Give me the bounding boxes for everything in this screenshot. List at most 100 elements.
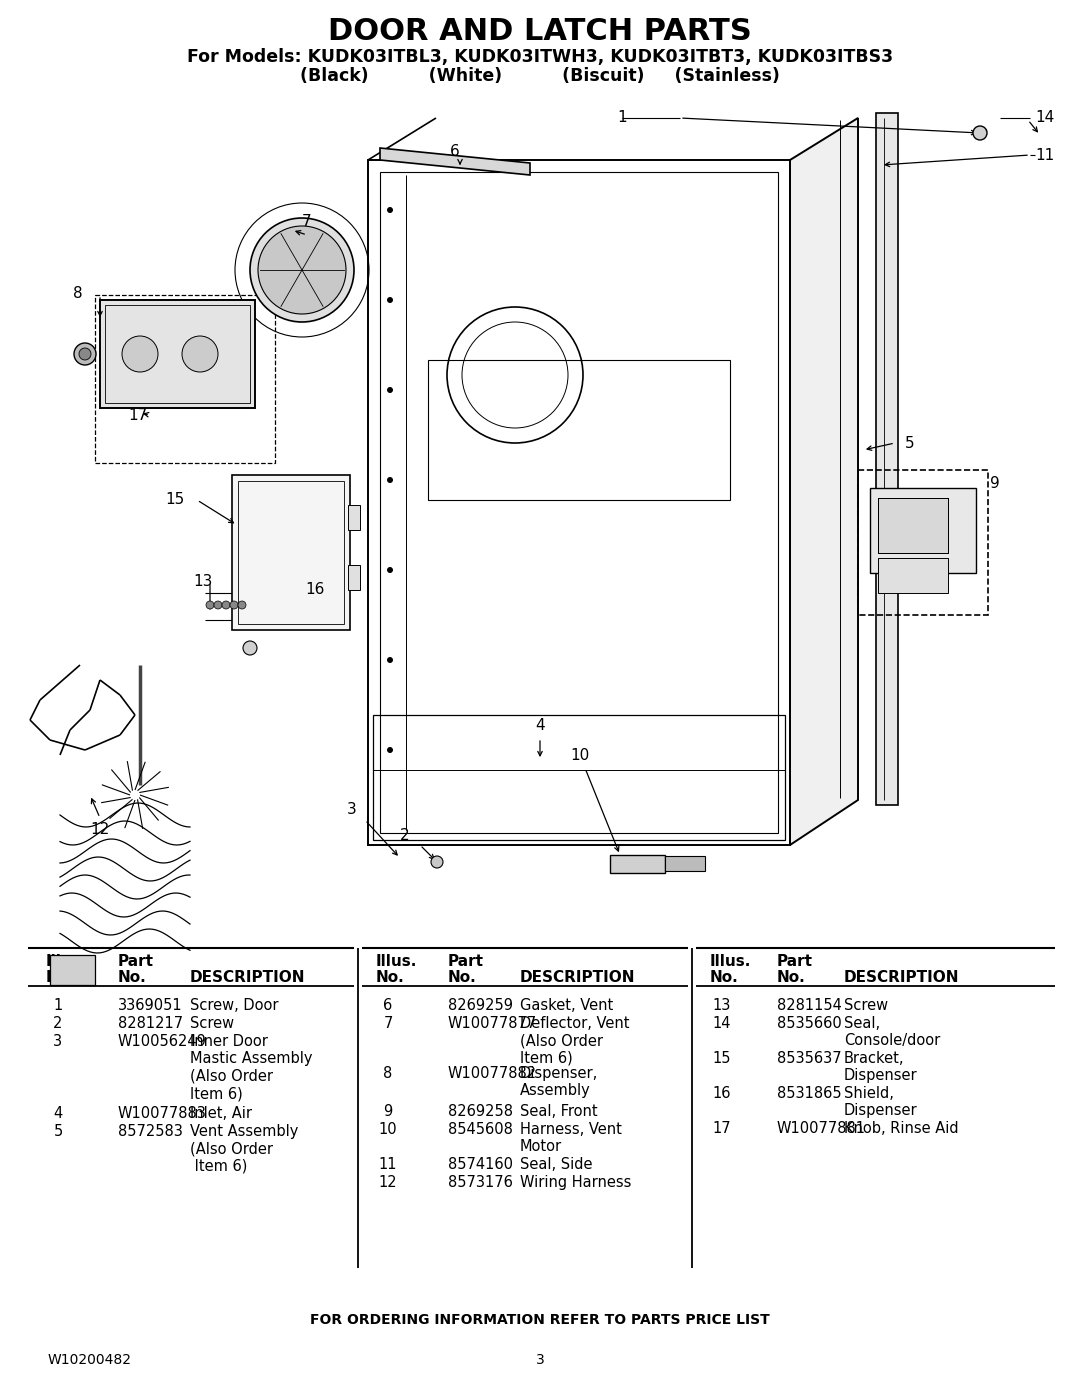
Text: 6: 6 (383, 997, 393, 1013)
Text: Seal,
Console/door: Seal, Console/door (843, 1016, 941, 1048)
Text: 8: 8 (73, 285, 83, 300)
Text: FOR ORDERING INFORMATION REFER TO PARTS PRICE LIST: FOR ORDERING INFORMATION REFER TO PARTS … (310, 1313, 770, 1327)
Text: 8269259: 8269259 (448, 997, 513, 1013)
Bar (105, 305, 249, 402)
Circle shape (243, 641, 257, 655)
Circle shape (258, 226, 346, 314)
Circle shape (230, 601, 238, 609)
Text: 8535660: 8535660 (777, 1016, 841, 1031)
Bar (876, 113, 897, 805)
Circle shape (122, 337, 158, 372)
Text: Inner Door
Mastic Assembly
(Also Order
Item 6): Inner Door Mastic Assembly (Also Order I… (190, 1034, 312, 1101)
Text: Illus.: Illus. (46, 954, 87, 970)
Text: Vent Assembly
(Also Order
 Item 6): Vent Assembly (Also Order Item 6) (190, 1125, 298, 1173)
Bar (870, 488, 976, 573)
Text: For Models: KUDK03ITBL3, KUDK03ITWH3, KUDK03ITBT3, KUDK03ITBS3: For Models: KUDK03ITBL3, KUDK03ITWH3, KU… (187, 47, 893, 66)
Text: W10077881: W10077881 (777, 1120, 866, 1136)
Circle shape (387, 298, 393, 303)
Text: 8572583: 8572583 (118, 1125, 183, 1139)
Bar (610, 855, 665, 873)
Text: 17: 17 (129, 408, 148, 422)
Text: 12: 12 (379, 1175, 397, 1190)
Text: Part: Part (118, 954, 154, 970)
Bar (95, 295, 275, 462)
Text: 1: 1 (617, 110, 626, 126)
Bar (373, 715, 785, 840)
Text: 8574160: 8574160 (448, 1157, 513, 1172)
Text: DESCRIPTION: DESCRIPTION (519, 971, 635, 985)
Text: 10: 10 (379, 1122, 397, 1137)
Text: No.: No. (777, 971, 806, 985)
Circle shape (387, 207, 393, 212)
Text: 2: 2 (401, 827, 409, 842)
Text: Gasket, Vent: Gasket, Vent (519, 997, 613, 1013)
Circle shape (431, 856, 443, 868)
Circle shape (214, 601, 222, 609)
Text: Screw: Screw (843, 997, 888, 1013)
Text: 7: 7 (383, 1016, 393, 1031)
Text: W10056249: W10056249 (118, 1034, 207, 1049)
Text: No.: No. (46, 971, 75, 985)
Text: No.: No. (710, 971, 739, 985)
Text: 11: 11 (379, 1157, 397, 1172)
Text: Seal, Side: Seal, Side (519, 1157, 593, 1172)
Bar (878, 557, 948, 592)
Text: W10077877: W10077877 (448, 1016, 537, 1031)
Text: 3: 3 (347, 802, 356, 817)
Text: Bracket,
Dispenser: Bracket, Dispenser (843, 1051, 918, 1084)
Circle shape (387, 567, 393, 573)
Text: 8535637: 8535637 (777, 1051, 841, 1066)
Text: 15: 15 (165, 493, 185, 507)
Bar (878, 497, 948, 553)
Text: No.: No. (376, 971, 405, 985)
Text: Knob, Rinse Aid: Knob, Rinse Aid (843, 1120, 959, 1136)
Circle shape (249, 218, 354, 321)
Bar (428, 360, 730, 500)
Text: DESCRIPTION: DESCRIPTION (190, 971, 306, 985)
Circle shape (238, 601, 246, 609)
Text: DESCRIPTION: DESCRIPTION (843, 971, 959, 985)
Text: 9: 9 (383, 1104, 393, 1119)
Bar (878, 497, 948, 553)
Circle shape (183, 337, 218, 372)
Text: W10200482: W10200482 (48, 1354, 132, 1368)
Text: 11: 11 (1036, 148, 1055, 162)
Text: 3: 3 (536, 1354, 544, 1368)
Text: 5: 5 (53, 1125, 63, 1139)
Text: Deflector, Vent
(Also Order
Item 6): Deflector, Vent (Also Order Item 6) (519, 1016, 630, 1066)
Text: 12: 12 (91, 823, 110, 837)
Circle shape (222, 601, 230, 609)
Text: No.: No. (448, 971, 476, 985)
Bar (348, 564, 360, 590)
Text: 8545608: 8545608 (448, 1122, 513, 1137)
Text: 7: 7 (302, 215, 312, 229)
Text: 5: 5 (905, 436, 915, 450)
Text: No.: No. (118, 971, 147, 985)
Text: W10077882: W10077882 (448, 1066, 537, 1081)
Text: 16: 16 (306, 583, 325, 598)
Circle shape (387, 657, 393, 664)
Text: Wiring Harness: Wiring Harness (519, 1175, 632, 1190)
Text: 2: 2 (53, 1016, 63, 1031)
Text: Part: Part (448, 954, 484, 970)
Text: Illus.: Illus. (376, 954, 417, 970)
Polygon shape (789, 117, 858, 845)
Text: Inlet, Air: Inlet, Air (190, 1106, 252, 1120)
Text: 4: 4 (536, 718, 544, 732)
Text: Screw, Door: Screw, Door (190, 997, 279, 1013)
Circle shape (206, 601, 214, 609)
Text: 8: 8 (383, 1066, 393, 1081)
Text: 8573176: 8573176 (448, 1175, 513, 1190)
Polygon shape (380, 148, 530, 175)
Circle shape (387, 476, 393, 483)
Text: 14: 14 (1036, 110, 1055, 126)
Text: 14: 14 (713, 1016, 731, 1031)
Bar (232, 475, 350, 630)
Text: 4: 4 (53, 1106, 63, 1120)
Text: Seal, Front: Seal, Front (519, 1104, 597, 1119)
Text: Harness, Vent
Motor: Harness, Vent Motor (519, 1122, 622, 1154)
Text: 8281217: 8281217 (118, 1016, 184, 1031)
Text: Part: Part (777, 954, 813, 970)
Bar (100, 300, 255, 408)
Text: W10077883: W10077883 (118, 1106, 207, 1120)
